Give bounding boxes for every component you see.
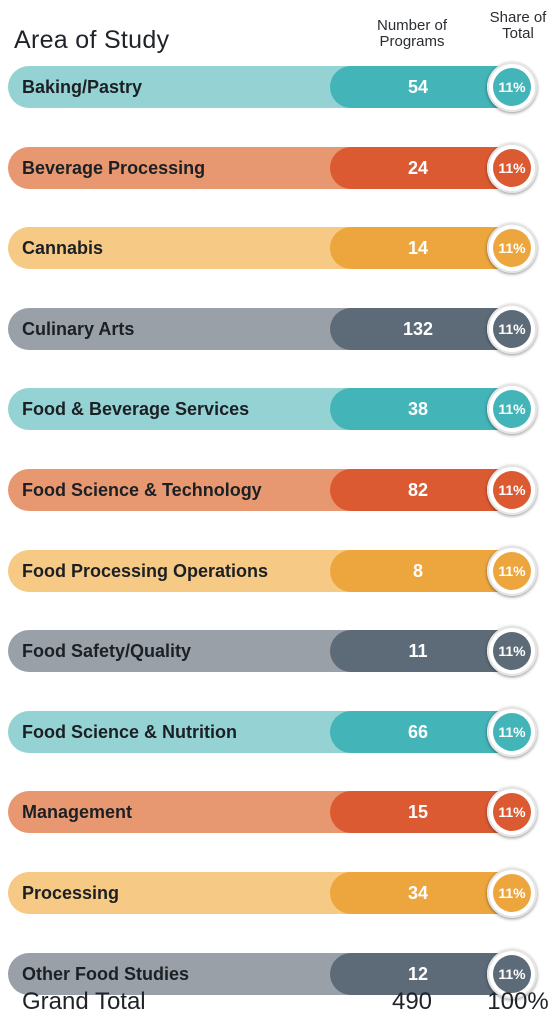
area-of-study-label: Other Food Studies [22,964,190,984]
number-of-programs-value: 11 [408,641,428,661]
study-area-row: Culinary Arts 132 11% [8,304,558,354]
study-area-row: Food Safety/Quality 11 11% [8,626,558,676]
column-header-programs: Number of Programs [376,17,448,50]
share-of-total-value: 11% [493,874,531,912]
area-of-study-label: Management [22,802,133,822]
share-badge: 11% [487,787,537,837]
share-badge: 11% [487,62,537,112]
share-of-total-value: 11% [493,713,531,751]
study-area-row: Food Processing Operations 8 11% [8,546,558,596]
study-area-row: Food Science & Nutrition 66 11% [8,707,558,757]
share-of-total-value: 11% [493,68,531,106]
study-area-row: Management 15 11% [8,787,558,837]
area-of-study-label: Food Science & Technology [22,480,262,500]
number-of-programs-value: 24 [407,158,429,178]
share-badge: 11% [487,626,537,676]
area-of-study-label: Culinary Arts [22,319,135,339]
share-of-total-value: 11% [493,390,531,428]
share-badge: 11% [487,465,537,515]
number-of-programs-value: 38 [407,399,429,419]
number-of-programs-value: 15 [407,802,429,822]
study-area-row: Food Science & Technology 82 11% [8,465,558,515]
share-badge: 11% [487,143,537,193]
share-badge: 11% [487,949,537,999]
share-badge: 11% [487,868,537,918]
page-title: Area of Study [14,26,170,54]
share-of-total-value: 11% [493,310,531,348]
share-of-total-value: 11% [493,955,531,993]
number-of-programs-value: 82 [407,480,429,500]
area-of-study-label: Food & Beverage Services [22,399,250,419]
number-of-programs-value: 8 [412,561,423,581]
share-badge: 11% [487,223,537,273]
area-of-study-label: Food Processing Operations [22,561,269,581]
share-of-total-value: 11% [493,229,531,267]
grand-total-share: 100% [487,988,549,1015]
number-of-programs-value: 34 [407,883,429,903]
share-of-total-value: 11% [493,149,531,187]
share-badge: 11% [487,546,537,596]
number-of-programs-value: 14 [407,238,429,258]
share-badge: 11% [487,304,537,354]
share-of-total-value: 11% [493,793,531,831]
area-of-study-label: Beverage Processing [22,158,206,178]
grand-total-value: 490 [391,988,433,1015]
share-of-total-value: 11% [493,632,531,670]
study-area-row: Cannabis 14 11% [8,223,558,273]
study-area-row: Baking/Pastry 54 11% [8,62,558,112]
number-of-programs-value: 132 [402,319,434,339]
area-of-study-label: Processing [22,883,120,903]
area-of-study-label: Cannabis [22,238,104,258]
area-of-study-label: Food Science & Nutrition [22,722,238,742]
share-of-total-value: 11% [493,471,531,509]
share-badge: 11% [487,707,537,757]
grand-total-label: Grand Total [22,988,146,1015]
study-area-row: Beverage Processing 24 11% [8,143,558,193]
study-area-row: Processing 34 11% [8,868,558,918]
area-of-study-label: Baking/Pastry [22,77,143,97]
area-of-study-label: Food Safety/Quality [22,641,192,661]
number-of-programs-value: 54 [407,77,429,97]
share-of-total-value: 11% [493,552,531,590]
study-area-row: Food & Beverage Services 38 11% [8,384,558,434]
number-of-programs-value: 66 [407,722,429,742]
number-of-programs-value: 12 [407,964,429,984]
study-area-row: Other Food Studies 12 11% [8,949,558,999]
column-header-share: Share of Total [489,9,547,42]
share-badge: 11% [487,384,537,434]
